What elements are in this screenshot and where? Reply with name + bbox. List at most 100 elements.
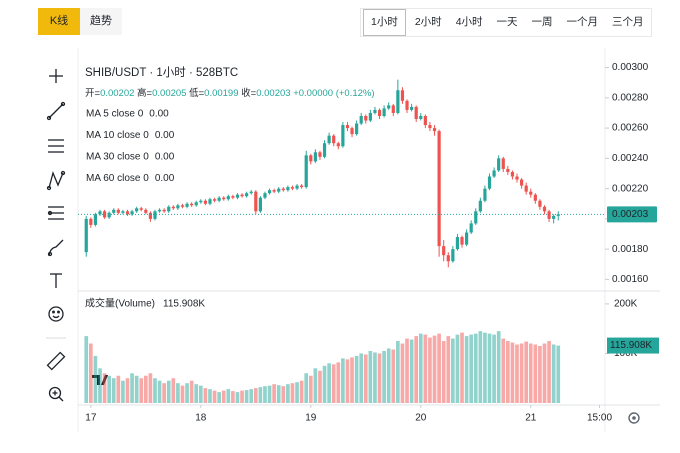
ohlc-legend: 开=0.00202 高=0.00205 低=0.00199 收=0.00203 …: [85, 87, 375, 99]
volume-bar: [455, 334, 460, 403]
indicator-value: 0.00: [155, 173, 175, 184]
candle-body: [396, 90, 400, 113]
volume-bar: [336, 362, 341, 403]
volume-bar: [194, 384, 199, 403]
volume-bar: [547, 341, 551, 403]
volume-bar: [556, 345, 561, 403]
ruler-tool[interactable]: [46, 351, 66, 371]
y-tick-label: 100K: [614, 348, 638, 359]
candle-body: [194, 202, 198, 206]
volume-title: 成交量(Volume): [85, 297, 155, 310]
crosshair-tool[interactable]: [49, 69, 63, 83]
volume-bar: [341, 358, 345, 403]
interval-button[interactable]: 一个月: [566, 16, 599, 28]
volume-bar: [483, 332, 487, 403]
volume-bar: [267, 385, 272, 403]
volume-bar: [318, 370, 322, 403]
volume-bar: [258, 387, 263, 403]
volume-bar: [446, 336, 451, 403]
candle-body: [400, 90, 405, 101]
candle-body: [437, 131, 441, 247]
interval-button[interactable]: 三个月: [612, 16, 644, 28]
candle-body: [176, 205, 180, 209]
fib-tool[interactable]: [47, 206, 64, 220]
candle-body: [153, 211, 157, 219]
volume-bar: [382, 350, 386, 403]
candle-body: [483, 188, 487, 201]
interval-button[interactable]: 一周: [531, 16, 553, 28]
volume-bar: [157, 380, 162, 403]
settings-button[interactable]: [628, 412, 640, 424]
candle-body: [267, 190, 272, 194]
volume-bar: [276, 385, 281, 403]
volume-bar: [88, 343, 93, 403]
volume-bar: [217, 392, 221, 403]
interval-button[interactable]: 2小时: [414, 16, 442, 28]
candle-body: [203, 200, 208, 204]
volume-bar: [409, 339, 414, 403]
candle-body: [455, 237, 460, 250]
volume-bar: [492, 334, 496, 403]
volume-bar: [400, 343, 405, 403]
candle-body: [89, 218, 93, 225]
candle-body: [524, 185, 528, 192]
candle-body: [139, 208, 143, 210]
volume-bar: [281, 386, 286, 403]
volume-bar: [496, 331, 501, 403]
interval-button[interactable]: 1小时: [363, 9, 406, 36]
x-tick-label: 15:00: [587, 413, 612, 424]
candle-body: [405, 100, 409, 110]
tab[interactable]: K线: [38, 8, 80, 35]
volume-bar: [231, 391, 235, 403]
brush-tool[interactable]: [47, 239, 64, 257]
candle-body: [410, 106, 414, 110]
candle-body: [487, 176, 492, 189]
candle-body: [217, 197, 221, 201]
candle-body: [442, 246, 446, 256]
candle-body: [355, 123, 359, 135]
tab[interactable]: 趋势: [80, 8, 122, 35]
zoom-tool[interactable]: [48, 386, 64, 402]
candle-body: [190, 203, 194, 206]
volume-bar: [510, 342, 515, 403]
candle-body: [336, 143, 340, 147]
candle-body: [423, 115, 427, 126]
channel-tool[interactable]: [48, 139, 64, 153]
candle-body: [419, 115, 423, 120]
candle-body: [428, 125, 432, 129]
volume-bar: [533, 344, 538, 403]
candle-body: [125, 211, 130, 215]
volume-bar: [125, 378, 130, 403]
x-tick-label: 19: [305, 413, 317, 424]
volume-bar: [198, 385, 203, 403]
volume-bar: [363, 354, 368, 403]
interval-button[interactable]: 一天: [496, 16, 518, 28]
volume-bar: [551, 344, 556, 403]
line-tool[interactable]: [46, 101, 66, 121]
interval-button[interactable]: 4小时: [455, 16, 483, 28]
candle-body: [552, 215, 556, 219]
candle-body: [387, 105, 391, 109]
chart-title: SHIB/USDT · 1小时 · 528BTC: [85, 66, 238, 79]
candle-body: [171, 206, 175, 209]
emoji-tool[interactable]: [48, 306, 64, 322]
candle-body: [121, 211, 125, 213]
volume-bar: [386, 348, 391, 403]
volume-bar: [345, 359, 350, 403]
volume-bar: [263, 386, 267, 403]
pattern-tool[interactable]: [46, 170, 66, 191]
candle-body: [240, 194, 244, 197]
volume-bar: [111, 378, 116, 403]
candle-body: [478, 200, 482, 212]
text-tool[interactable]: [50, 273, 62, 288]
candle-body: [318, 152, 322, 157]
volume-bar: [428, 337, 432, 403]
candle-body: [254, 191, 258, 212]
volume-bar: [93, 355, 98, 403]
y-tick-label: 0.00160: [612, 274, 649, 285]
candle-body: [162, 209, 166, 212]
volume-bar: [143, 375, 148, 403]
indicator-name: MA 5 close 0: [86, 109, 144, 120]
candle-body: [327, 135, 331, 144]
volume-bar: [478, 331, 483, 403]
